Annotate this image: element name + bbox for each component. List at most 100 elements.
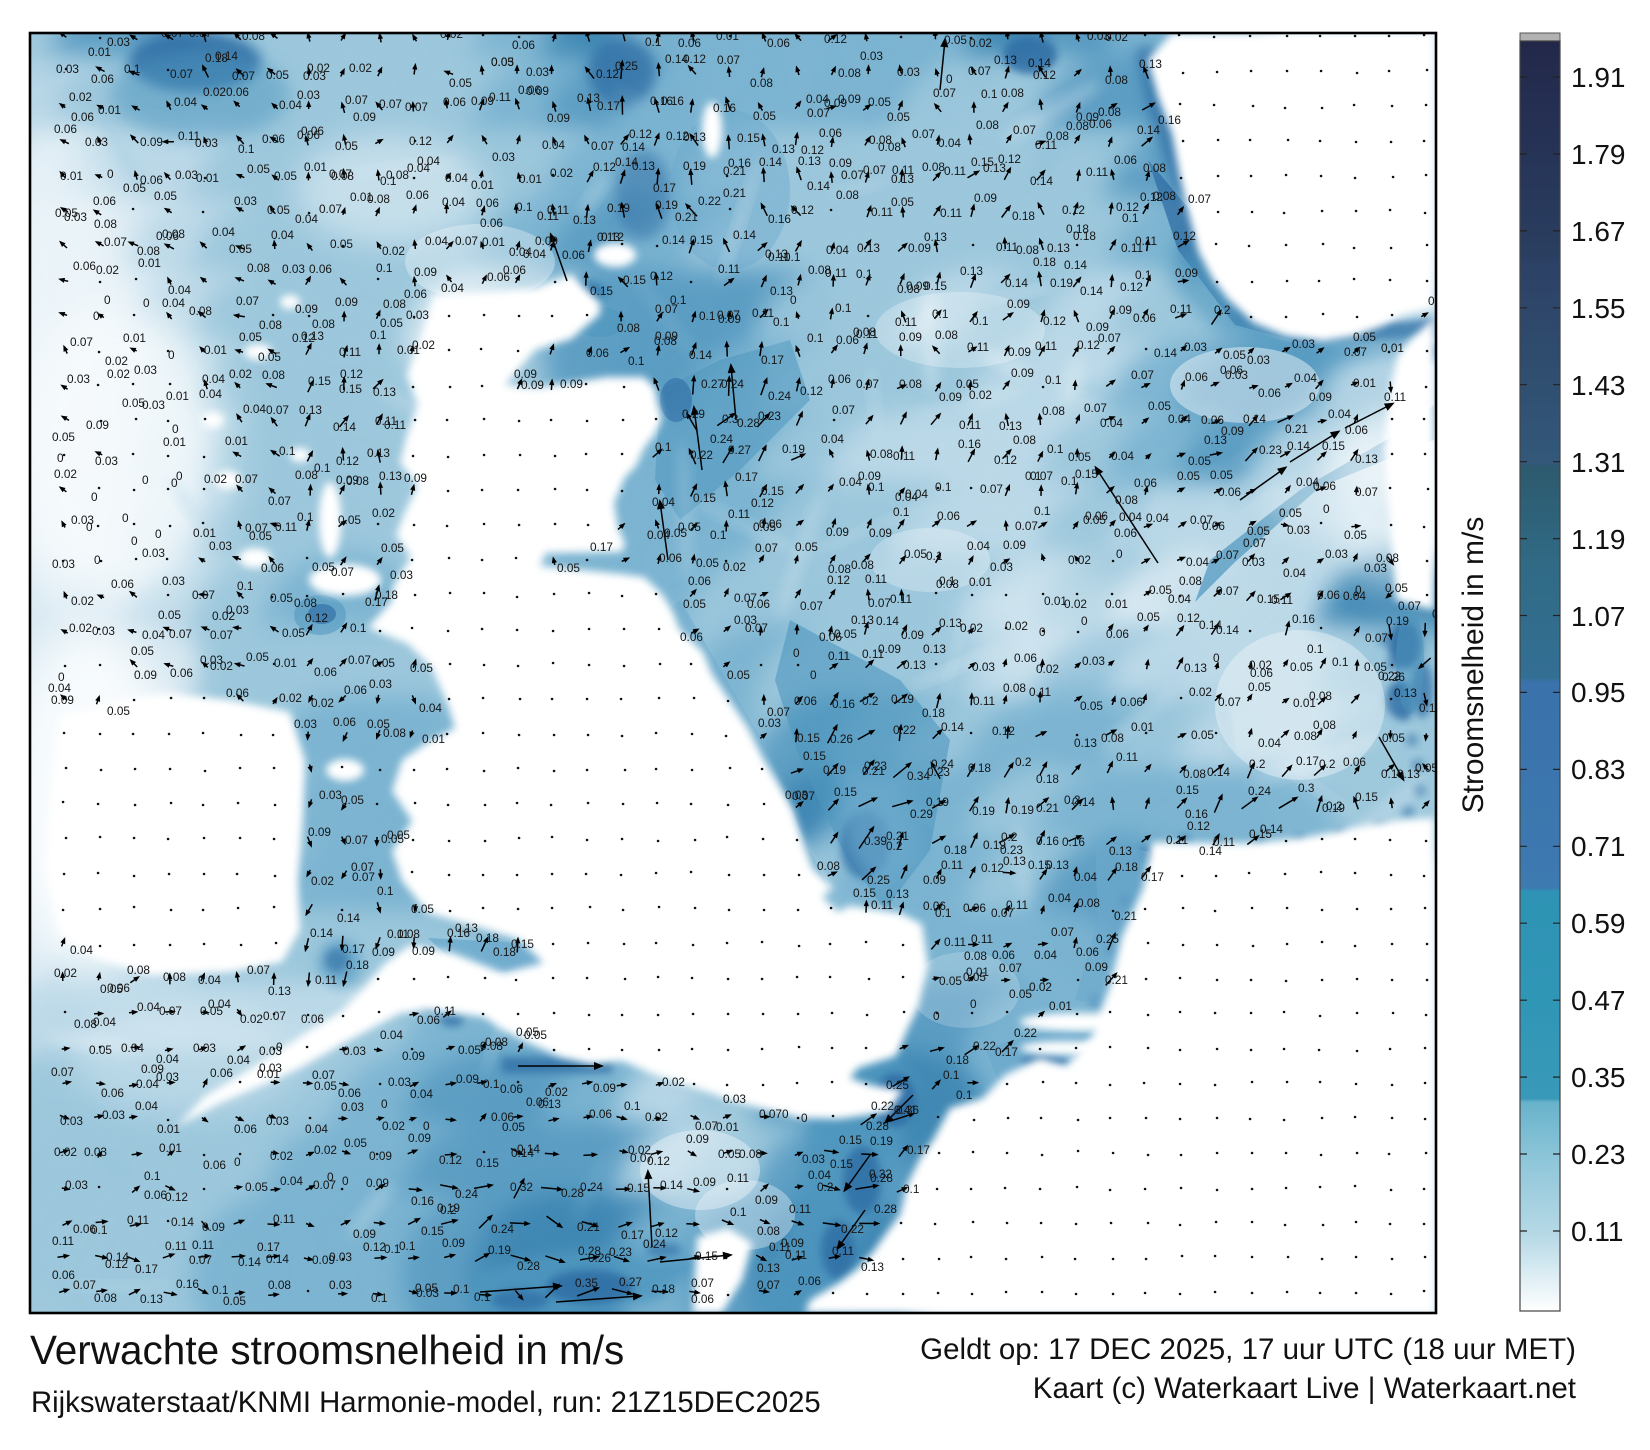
svg-text:0.08: 0.08 [242, 29, 265, 43]
svg-text:0.15: 0.15 [693, 491, 716, 505]
svg-text:0.05: 0.05 [249, 529, 272, 543]
svg-text:0.01: 0.01 [196, 171, 219, 185]
svg-text:0.03: 0.03 [1325, 547, 1348, 561]
svg-text:0.09: 0.09 [560, 377, 583, 391]
svg-text:0.07: 0.07 [161, 26, 184, 40]
svg-text:0.07: 0.07 [319, 202, 342, 216]
svg-text:0.09: 0.09 [408, 1131, 431, 1145]
svg-text:0.05: 0.05 [282, 626, 305, 640]
svg-text:0.07: 0.07 [1344, 345, 1367, 359]
svg-text:0.12: 0.12 [601, 230, 624, 244]
svg-text:0.07: 0.07 [235, 472, 258, 486]
svg-text:0.02: 0.02 [545, 1085, 568, 1099]
svg-text:0.15: 0.15 [1249, 827, 1272, 841]
svg-text:0.05: 0.05 [367, 717, 390, 731]
svg-text:0.13: 0.13 [851, 613, 874, 627]
svg-text:0.03: 0.03 [343, 1044, 366, 1058]
svg-text:0.08: 0.08 [262, 368, 285, 382]
svg-text:0.1: 0.1 [1122, 211, 1138, 225]
svg-text:0.01: 0.01 [969, 575, 992, 589]
svg-text:0.03: 0.03 [1242, 555, 1265, 569]
svg-text:0.05: 0.05 [1353, 330, 1376, 344]
svg-text:0.06: 0.06 [101, 1086, 124, 1100]
svg-text:0.2: 0.2 [1249, 757, 1265, 771]
svg-text:0.11: 0.11 [769, 1240, 791, 1254]
svg-text:0: 0 [790, 293, 797, 307]
svg-text:0.11: 0.11 [944, 164, 966, 178]
svg-text:0.07: 0.07 [734, 591, 757, 605]
svg-text:0.06: 0.06 [589, 1107, 612, 1121]
svg-text:0.06: 0.06 [680, 630, 703, 644]
svg-text:0.04: 0.04 [199, 387, 222, 401]
svg-text:0.04: 0.04 [876, 23, 899, 37]
svg-text:0.07: 0.07 [863, 163, 886, 177]
svg-text:0.03: 0.03 [107, 35, 130, 49]
svg-text:0.09: 0.09 [312, 1253, 335, 1267]
svg-text:0.15: 0.15 [308, 374, 331, 388]
svg-text:0: 0 [122, 511, 129, 525]
svg-text:0.03: 0.03 [266, 1114, 289, 1128]
svg-text:0.05: 0.05 [868, 95, 891, 109]
svg-text:0.12: 0.12 [1187, 819, 1210, 833]
svg-text:0.04: 0.04 [271, 228, 294, 242]
svg-text:0.17: 0.17 [590, 540, 613, 554]
svg-text:0.03: 0.03 [492, 150, 515, 164]
svg-text:0.13: 0.13 [577, 91, 600, 105]
svg-text:0: 0 [86, 520, 93, 534]
svg-text:0.04: 0.04 [156, 1052, 179, 1066]
svg-text:0.05: 0.05 [458, 1043, 481, 1057]
svg-text:0.13: 0.13 [367, 446, 390, 460]
svg-text:0.11: 0.11 [315, 973, 337, 987]
svg-text:0.07: 0.07 [169, 627, 192, 641]
svg-text:0.07: 0.07 [1218, 695, 1241, 709]
svg-text:0: 0 [1116, 547, 1123, 561]
svg-text:0.04: 0.04 [212, 225, 235, 239]
svg-text:0.08: 0.08 [1013, 433, 1036, 447]
svg-text:0: 0 [142, 473, 149, 487]
svg-text:0.14: 0.14 [876, 614, 899, 628]
svg-text:0.08: 0.08 [74, 1017, 97, 1031]
svg-text:0.95: 0.95 [1571, 677, 1626, 708]
svg-text:0.05: 0.05 [229, 242, 252, 256]
svg-text:0.04: 0.04 [305, 1122, 328, 1136]
svg-text:0.07: 0.07 [1098, 331, 1121, 345]
svg-text:0.07: 0.07 [757, 1278, 780, 1292]
svg-text:0.13: 0.13 [765, 247, 788, 261]
svg-text:0.06: 0.06 [261, 561, 284, 575]
svg-text:0.03: 0.03 [329, 1250, 352, 1264]
svg-text:0.28: 0.28 [578, 1244, 601, 1258]
svg-text:0.07: 0.07 [691, 1276, 714, 1290]
svg-text:0.12: 0.12 [1033, 68, 1056, 82]
svg-text:0.08: 0.08 [1003, 681, 1026, 695]
svg-text:0.11: 0.11 [871, 898, 893, 912]
svg-text:0.1: 0.1 [868, 480, 884, 494]
svg-text:0.03: 0.03 [195, 136, 218, 150]
svg-text:0.11: 0.11 [973, 694, 995, 708]
svg-text:0: 0 [801, 1111, 808, 1125]
svg-text:0.07: 0.07 [630, 1151, 653, 1165]
svg-text:0.06: 0.06 [1076, 945, 1099, 959]
svg-text:0.01: 0.01 [166, 389, 189, 403]
svg-text:0.13: 0.13 [1355, 452, 1378, 466]
svg-text:0.07: 0.07 [1013, 123, 1036, 137]
svg-text:0.14: 0.14 [689, 348, 712, 362]
svg-text:0.06: 0.06 [301, 124, 324, 138]
svg-text:0.07: 0.07 [313, 1178, 336, 1192]
svg-text:0.28: 0.28 [870, 1171, 893, 1185]
svg-text:0.08: 0.08 [922, 160, 945, 174]
svg-text:0: 0 [57, 451, 64, 465]
svg-text:0.07: 0.07 [189, 1253, 212, 1267]
svg-text:0.05: 0.05 [344, 1136, 367, 1150]
svg-text:0.04: 0.04 [380, 1028, 403, 1042]
svg-text:0.08: 0.08 [386, 168, 409, 182]
svg-text:0.05: 0.05 [727, 668, 750, 682]
svg-text:0.08: 0.08 [964, 949, 987, 963]
svg-text:0.1: 0.1 [314, 461, 330, 475]
svg-text:0.18: 0.18 [922, 706, 945, 720]
svg-text:0: 0 [172, 422, 179, 436]
svg-text:0.12: 0.12 [593, 160, 616, 174]
svg-text:0.13: 0.13 [1074, 736, 1097, 750]
svg-text:0.2: 0.2 [1015, 755, 1031, 769]
svg-text:0.22: 0.22 [973, 1039, 996, 1053]
svg-text:0.04: 0.04 [410, 1087, 433, 1101]
